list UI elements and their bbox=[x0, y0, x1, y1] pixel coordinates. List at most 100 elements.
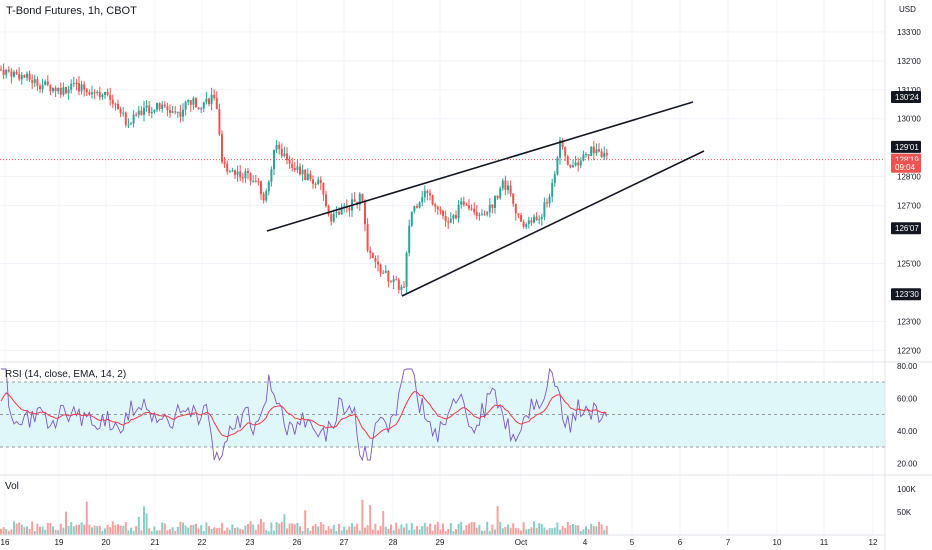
x-tick-label: 26 bbox=[293, 538, 302, 547]
candle-body bbox=[332, 213, 335, 222]
volume-label: Vol bbox=[5, 481, 19, 492]
candle-body bbox=[236, 171, 239, 175]
volume-bar bbox=[582, 529, 585, 535]
volume-bar bbox=[431, 530, 434, 535]
volume-bar bbox=[148, 528, 151, 535]
volume-bar bbox=[96, 526, 99, 535]
volume-bar bbox=[348, 526, 351, 535]
volume-bar bbox=[67, 525, 70, 535]
candle-body bbox=[278, 144, 281, 149]
price-tag-label: 126'07 bbox=[895, 224, 919, 233]
candle-body bbox=[301, 169, 304, 175]
volume-bar bbox=[416, 526, 418, 535]
volume-bar bbox=[270, 522, 273, 535]
volume-bar bbox=[234, 528, 236, 535]
candle-body bbox=[182, 109, 184, 117]
volume-bar bbox=[252, 524, 255, 535]
candle-body bbox=[109, 94, 112, 100]
volume-bar bbox=[327, 526, 330, 535]
candle-body bbox=[592, 146, 595, 154]
candle-body bbox=[291, 163, 294, 169]
volume-bar bbox=[267, 531, 270, 535]
volume-bar bbox=[301, 530, 304, 535]
volume-bar bbox=[288, 523, 291, 535]
volume-bar bbox=[551, 528, 554, 535]
volume-bar bbox=[468, 523, 470, 535]
wedge-trendlines[interactable] bbox=[266, 101, 705, 297]
candle-body bbox=[434, 204, 437, 207]
volume-bar bbox=[23, 527, 26, 535]
volume-bar bbox=[470, 522, 473, 535]
candle-body bbox=[449, 218, 452, 223]
candle-body bbox=[88, 92, 91, 95]
candle-body bbox=[348, 208, 351, 211]
volume-bar bbox=[80, 522, 83, 535]
x-tick-label: 23 bbox=[246, 538, 255, 547]
volume-bar bbox=[132, 530, 135, 535]
candle-body bbox=[23, 75, 26, 78]
volume-bar bbox=[507, 524, 509, 535]
volume-bar bbox=[382, 511, 385, 535]
volume-bar bbox=[93, 525, 96, 535]
volume-bar bbox=[319, 522, 322, 535]
candle-body bbox=[546, 202, 548, 204]
volume-bar bbox=[423, 522, 426, 535]
candle-body bbox=[10, 71, 13, 77]
candle-body bbox=[114, 103, 117, 105]
candle-body bbox=[559, 140, 561, 158]
volume-bar bbox=[369, 505, 372, 535]
volume-bar bbox=[184, 525, 187, 535]
x-tick-label: 28 bbox=[389, 538, 398, 547]
candle-body bbox=[590, 146, 593, 156]
candle-body bbox=[26, 73, 28, 78]
volume-bar bbox=[332, 524, 335, 535]
volume-bar bbox=[312, 525, 314, 535]
volume-bar bbox=[179, 521, 182, 535]
volume-bar bbox=[371, 529, 374, 535]
volume-bar bbox=[483, 530, 486, 535]
volume-bar bbox=[512, 523, 515, 535]
volume-bar bbox=[413, 529, 416, 535]
candle-body bbox=[507, 185, 509, 190]
volume-bar bbox=[171, 527, 174, 535]
candle-body bbox=[31, 79, 34, 83]
candle-body bbox=[306, 173, 309, 181]
candle-body bbox=[262, 194, 265, 201]
volume-bar bbox=[418, 529, 421, 535]
volume-bar bbox=[494, 529, 496, 535]
volume-bar bbox=[169, 529, 171, 535]
volume-bar bbox=[187, 527, 190, 535]
volume-bar bbox=[283, 514, 286, 535]
candle-body bbox=[270, 169, 273, 182]
candle-body bbox=[221, 134, 223, 162]
candle-body bbox=[574, 162, 577, 166]
rsi-band bbox=[0, 381, 885, 448]
rsi-ma-line bbox=[0, 390, 607, 439]
candle-body bbox=[416, 206, 418, 208]
candle-body bbox=[228, 171, 231, 173]
candle-body bbox=[322, 182, 325, 195]
volume-bar bbox=[395, 522, 398, 535]
candle-body bbox=[145, 105, 148, 108]
volume-bar bbox=[556, 522, 559, 535]
volume-bar bbox=[223, 530, 226, 535]
price-tag-label: 123'30 bbox=[895, 290, 919, 299]
candle-body bbox=[561, 140, 564, 148]
candle-body bbox=[338, 212, 340, 215]
candle-body bbox=[257, 181, 260, 183]
volume-bar bbox=[509, 527, 512, 535]
volume-bar bbox=[387, 528, 390, 535]
volume-bar bbox=[280, 521, 283, 535]
x-tick-label: 4 bbox=[583, 538, 588, 547]
candle-body bbox=[241, 177, 244, 179]
candle-body bbox=[293, 168, 296, 171]
volume-bar bbox=[137, 516, 140, 535]
volume-bar bbox=[127, 530, 130, 535]
candle-body bbox=[605, 152, 608, 156]
candle-body bbox=[577, 162, 580, 166]
volume-bar bbox=[78, 524, 80, 535]
volume-bar bbox=[88, 524, 91, 535]
volume-bar bbox=[574, 525, 577, 535]
volume-bar bbox=[478, 525, 481, 535]
